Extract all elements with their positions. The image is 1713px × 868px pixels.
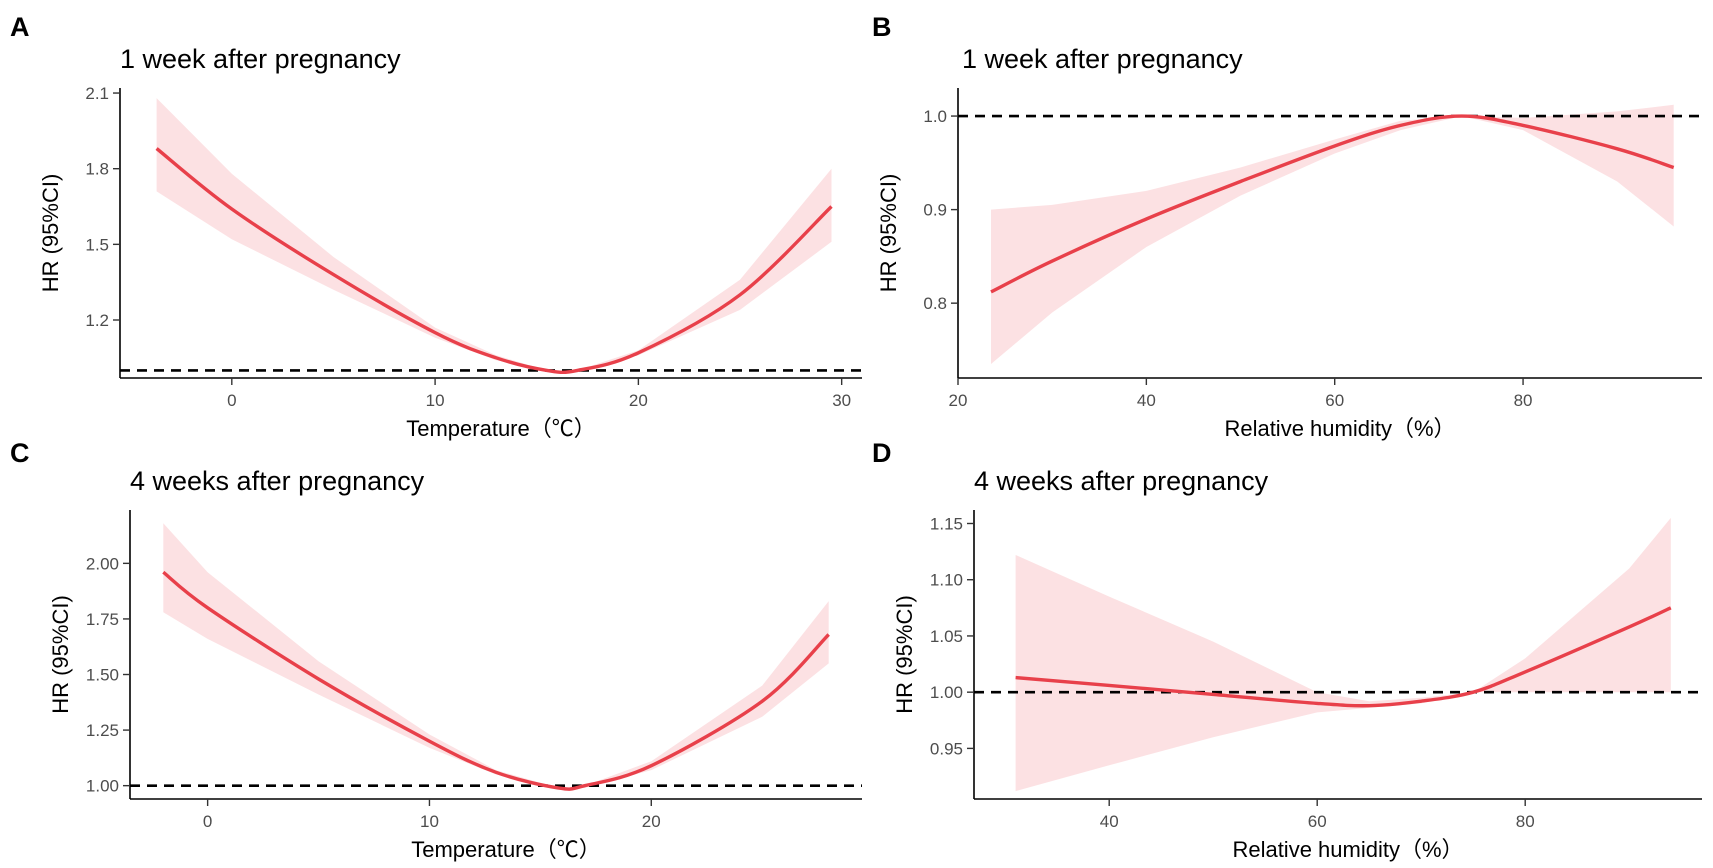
x-tick-label: 80 [1516,812,1535,831]
y-tick-label: 1.50 [86,666,119,685]
y-tick-label: 1.00 [86,777,119,796]
x-tick-label: 0 [227,391,236,410]
y-tick-label: 0.95 [930,739,963,758]
y-tick-label: 1.5 [85,235,109,254]
x-tick-label: 20 [949,391,968,410]
hr-curve [990,114,1675,294]
y-axis-label: HR (95%CI) [48,595,73,714]
y-tick-label: 1.05 [930,627,963,646]
confidence-band [163,523,829,788]
y-tick-label: 1.0 [923,107,947,126]
x-tick-label: 40 [1137,391,1156,410]
hr-curve [1015,606,1672,708]
x-axis-label: Relative humidity（%） [1224,416,1455,441]
x-tick-label: 20 [642,812,661,831]
panel-label: B [872,12,892,42]
panel-d: D 4 weeks after pregnancy 40 60 80 0.95 1.00 1.… [872,438,1702,862]
x-axis-label: Temperature（℃） [411,837,601,862]
x-axis-label: Relative humidity（%） [1232,837,1463,862]
x-tick-label: 60 [1308,812,1327,831]
chart-title: 4 weeks after pregnancy [974,466,1269,496]
x-axis-label: Temperature（℃） [406,416,596,441]
x-tick-label: 30 [832,391,851,410]
confidence-band [156,98,832,371]
x-tick-label: 10 [426,391,445,410]
hr-curve [155,147,833,375]
chart-title: 1 week after pregnancy [120,44,401,74]
panel-c: C 4 weeks after pregnancy 0 10 20 1.00 1.25 1.5… [10,438,862,862]
x-tick-label: 60 [1325,391,1344,410]
x-tick-label: 40 [1100,812,1119,831]
panel-a: A 1 week after pregnancy 0 10 20 30 1.2 1.5 1.8 2… [10,12,862,441]
y-tick-label: 1.00 [930,683,963,702]
y-axis-label: HR (95%CI) [876,174,901,293]
y-tick-label: 1.75 [86,610,119,629]
panel-label: C [10,438,30,468]
y-tick-label: 1.25 [86,721,119,740]
confidence-band [1015,517,1671,792]
y-tick-label: 1.10 [930,571,963,590]
panel-label: D [872,438,892,468]
y-tick-label: 2.00 [86,554,119,573]
y-tick-label: 2.1 [85,84,109,103]
y-axis-label: HR (95%CI) [892,595,917,714]
x-tick-label: 20 [629,391,648,410]
y-tick-label: 1.15 [930,514,963,533]
chart-title: 1 week after pregnancy [962,44,1243,74]
chart-title: 4 weeks after pregnancy [130,466,425,496]
hr-curve [162,570,830,791]
y-tick-label: 0.9 [923,201,947,220]
y-axis-label: HR (95%CI) [38,174,63,293]
panel-b: B 1 week after pregnancy 20 40 60 80 0.8 0.9 1.0… [872,12,1702,441]
x-tick-label: 80 [1514,391,1533,410]
y-tick-label: 0.8 [923,294,947,313]
confidence-band [991,104,1674,365]
y-tick-label: 1.8 [85,160,109,179]
panel-label: A [10,12,30,42]
x-tick-label: 0 [203,812,212,831]
y-tick-label: 1.2 [85,311,109,330]
x-tick-label: 10 [420,812,439,831]
